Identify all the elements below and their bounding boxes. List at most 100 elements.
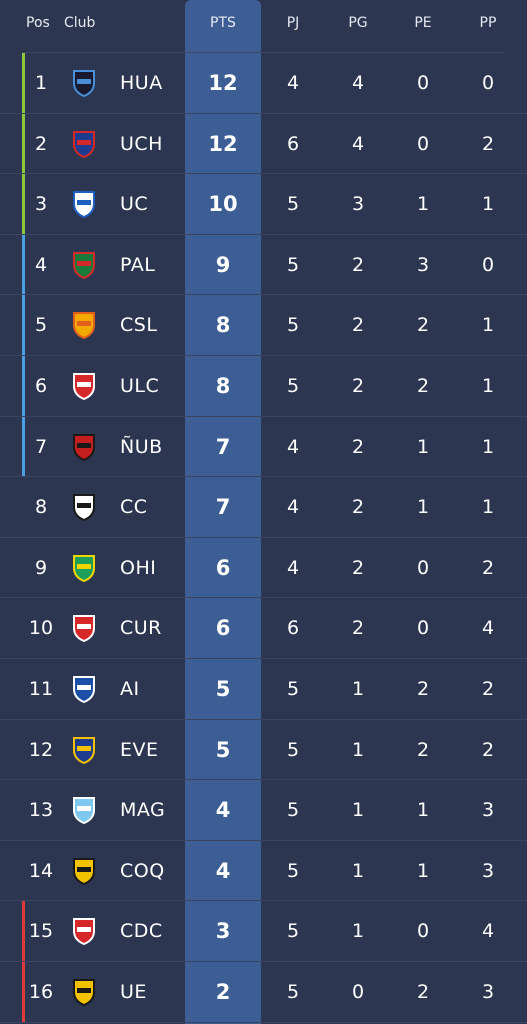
club-abbr-cell: MAG xyxy=(120,799,166,822)
club-abbr-cell: UE xyxy=(120,980,147,1003)
lost-cell: 1 xyxy=(481,435,495,458)
points-cell: 8 xyxy=(215,373,231,398)
header-pg[interactable]: PG xyxy=(348,15,368,31)
header-divider xyxy=(22,52,505,53)
cobresal-crest-icon xyxy=(68,309,100,341)
table-row[interactable]: 5 CSL 8 5 2 2 1 xyxy=(0,295,527,356)
played-cell: 5 xyxy=(286,920,300,943)
header-pos[interactable]: Pos xyxy=(26,15,50,31)
nublense-crest-icon xyxy=(68,431,100,463)
played-cell: 5 xyxy=(286,374,300,397)
zone-indicator xyxy=(22,174,25,234)
lost-cell: 4 xyxy=(481,617,495,640)
zone-indicator xyxy=(22,355,25,416)
header-pj[interactable]: PJ xyxy=(286,15,300,31)
points-cell: 5 xyxy=(215,737,231,762)
lost-cell: 0 xyxy=(481,72,495,94)
lost-cell: 4 xyxy=(481,920,495,943)
zone-indicator xyxy=(22,841,25,901)
table-row[interactable]: 13 MAG 4 5 1 1 3 xyxy=(0,780,527,841)
won-cell: 1 xyxy=(351,799,365,822)
table-row[interactable]: 9 OHI 6 4 2 0 2 xyxy=(0,538,527,599)
won-cell: 0 xyxy=(351,980,365,1003)
palestino-crest-icon xyxy=(68,249,100,281)
drawn-cell: 1 xyxy=(416,496,430,519)
table-row[interactable]: 1 HUA 12 4 4 0 0 xyxy=(0,53,527,114)
table-row[interactable]: 14 COQ 4 5 1 1 3 xyxy=(0,841,527,902)
club-abbr-cell: HUA xyxy=(120,72,163,94)
zone-indicator xyxy=(22,295,25,355)
drawn-cell: 2 xyxy=(416,374,430,397)
won-cell: 1 xyxy=(351,738,365,761)
position-cell: 7 xyxy=(34,435,48,458)
played-cell: 4 xyxy=(286,556,300,579)
lost-cell: 1 xyxy=(481,314,495,337)
position-cell: 9 xyxy=(34,556,48,579)
won-cell: 2 xyxy=(351,253,365,276)
won-cell: 2 xyxy=(351,435,365,458)
table-header: Pos Club PTS PJ PG PE PP xyxy=(0,0,527,48)
position-cell: 2 xyxy=(34,132,48,155)
club-abbr-cell: OHI xyxy=(120,556,157,579)
points-cell: 12 xyxy=(208,71,238,95)
won-cell: 4 xyxy=(351,72,365,94)
played-cell: 5 xyxy=(286,314,300,337)
club-abbr-cell: AI xyxy=(120,677,140,700)
club-abbr-cell: CUR xyxy=(120,617,162,640)
lost-cell: 3 xyxy=(481,859,495,882)
points-cell: 4 xyxy=(215,858,231,883)
won-cell: 1 xyxy=(351,677,365,700)
won-cell: 1 xyxy=(351,920,365,943)
coquimbo-unido-crest-icon xyxy=(68,855,100,887)
header-pts[interactable]: PTS xyxy=(210,15,236,31)
position-cell: 3 xyxy=(34,193,48,216)
table-row[interactable]: 7 ÑUB 7 4 2 1 1 xyxy=(0,416,527,478)
table-row[interactable]: 2 UCH 12 6 4 0 2 xyxy=(0,113,527,175)
points-cell: 2 xyxy=(215,979,231,1004)
table-row[interactable]: 4 PAL 9 5 2 3 0 xyxy=(0,234,527,296)
position-cell: 16 xyxy=(28,980,54,1003)
zone-indicator xyxy=(22,477,25,537)
lost-cell: 2 xyxy=(481,132,495,155)
points-cell: 12 xyxy=(208,131,238,156)
position-cell: 10 xyxy=(28,617,54,640)
table-row[interactable]: 16 UE 2 5 0 2 3 xyxy=(0,961,527,1023)
table-row[interactable]: 8 CC 7 4 2 1 1 xyxy=(0,477,527,538)
position-cell: 6 xyxy=(34,374,48,397)
played-cell: 5 xyxy=(286,253,300,276)
club-abbr-cell: UC xyxy=(120,193,149,216)
played-cell: 6 xyxy=(286,132,300,155)
zone-indicator xyxy=(22,720,25,780)
drawn-cell: 2 xyxy=(416,738,430,761)
club-abbr-cell: PAL xyxy=(120,253,156,276)
header-club[interactable]: Club xyxy=(64,15,96,31)
points-cell: 10 xyxy=(208,192,238,217)
club-abbr-cell: CSL xyxy=(120,314,158,337)
club-abbr-cell: CC xyxy=(120,496,148,519)
won-cell: 4 xyxy=(351,132,365,155)
table-row[interactable]: 6 ULC 8 5 2 2 1 xyxy=(0,355,527,417)
zone-indicator xyxy=(22,538,25,598)
table-row[interactable]: 15 CDC 3 5 1 0 4 xyxy=(0,901,527,962)
everton-crest-icon xyxy=(68,734,100,766)
header-pp[interactable]: PP xyxy=(479,15,497,31)
pts-column-highlight xyxy=(185,0,261,1024)
position-cell: 1 xyxy=(34,72,48,94)
lost-cell: 2 xyxy=(481,738,495,761)
drawn-cell: 0 xyxy=(416,617,430,640)
zone-indicator xyxy=(22,659,25,719)
table-row[interactable]: 11 AI 5 5 1 2 2 xyxy=(0,659,527,720)
lost-cell: 1 xyxy=(481,193,495,216)
table-row[interactable]: 12 EVE 5 5 1 2 2 xyxy=(0,720,527,781)
points-cell: 7 xyxy=(215,495,231,520)
zone-indicator xyxy=(22,961,25,1022)
lost-cell: 1 xyxy=(481,374,495,397)
header-pe[interactable]: PE xyxy=(414,15,432,31)
colo-colo-crest-icon xyxy=(68,491,100,523)
magallanes-crest-icon xyxy=(68,794,100,826)
drawn-cell: 1 xyxy=(416,799,430,822)
lost-cell: 1 xyxy=(481,496,495,519)
drawn-cell: 2 xyxy=(416,314,430,337)
table-row[interactable]: 10 CUR 6 6 2 0 4 xyxy=(0,598,527,659)
table-row[interactable]: 3 UC 10 5 3 1 1 xyxy=(0,174,527,235)
